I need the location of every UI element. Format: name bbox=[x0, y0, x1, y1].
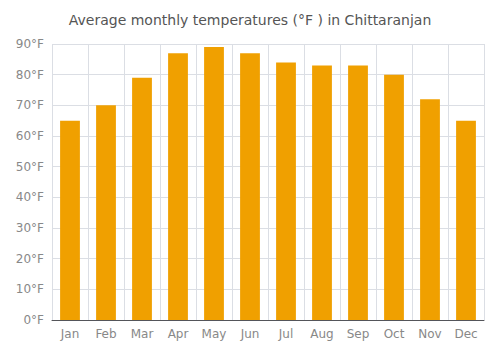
svg-text:Aug: Aug bbox=[310, 327, 333, 341]
svg-text:70°F: 70°F bbox=[16, 98, 44, 112]
svg-text:Mar: Mar bbox=[131, 327, 154, 341]
svg-text:90°F: 90°F bbox=[16, 37, 44, 51]
svg-text:40°F: 40°F bbox=[16, 190, 44, 204]
svg-text:20°F: 20°F bbox=[16, 252, 44, 266]
svg-text:80°F: 80°F bbox=[16, 68, 44, 82]
svg-text:Oct: Oct bbox=[384, 327, 405, 341]
svg-text:Jul: Jul bbox=[278, 327, 293, 341]
svg-text:Jun: Jun bbox=[240, 327, 260, 341]
svg-text:0°F: 0°F bbox=[23, 313, 44, 327]
svg-text:10°F: 10°F bbox=[16, 282, 44, 296]
svg-text:Sep: Sep bbox=[347, 327, 370, 341]
svg-text:50°F: 50°F bbox=[16, 160, 44, 174]
svg-text:Dec: Dec bbox=[454, 327, 477, 341]
svg-text:Average monthly temperatures (: Average monthly temperatures (°F ) in Ch… bbox=[69, 12, 431, 28]
svg-text:Feb: Feb bbox=[95, 327, 116, 341]
svg-text:Jan: Jan bbox=[60, 327, 80, 341]
svg-text:60°F: 60°F bbox=[16, 129, 44, 143]
svg-text:30°F: 30°F bbox=[16, 221, 44, 235]
svg-text:Apr: Apr bbox=[168, 327, 189, 341]
svg-text:May: May bbox=[202, 327, 227, 341]
svg-text:Nov: Nov bbox=[418, 327, 441, 341]
